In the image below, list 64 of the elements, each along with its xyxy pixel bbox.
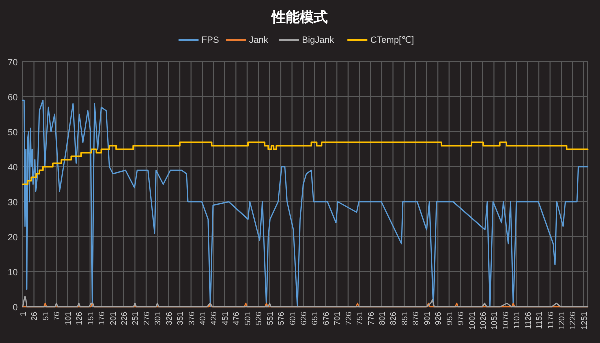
y-tick-label: 0 (12, 302, 18, 312)
x-tick-label: 751 (356, 311, 365, 326)
x-tick-label: 26 (30, 311, 40, 321)
x-tick-label: 626 (299, 311, 308, 326)
x-tick-label: 401 (198, 311, 208, 326)
x-tick-label: 1176 (546, 311, 556, 330)
x-tick-label: 351 (176, 311, 186, 326)
x-tick-label: 701 (333, 311, 342, 326)
x-tick-label: 151 (86, 311, 96, 326)
y-tick-label: 60 (8, 92, 18, 102)
x-tick-label: 951 (445, 311, 454, 326)
y-tick-label: 30 (8, 198, 18, 208)
x-tick-label: 251 (131, 311, 140, 326)
x-tick-label: 451 (220, 311, 230, 326)
x-tick-label: 1126 (524, 311, 533, 330)
x-tick-label: 826 (389, 311, 398, 326)
x-tick-label: 101 (64, 311, 73, 326)
x-tick-label: 776 (366, 311, 376, 326)
legend-label: FPS (202, 35, 220, 45)
x-tick-label: 526 (254, 311, 264, 326)
x-tick-label: 576 (277, 311, 286, 326)
x-tick-label: 1251 (580, 311, 589, 330)
x-tick-label: 501 (243, 311, 252, 326)
y-tick-label: 50 (8, 128, 18, 138)
x-tick-label: 1 (19, 311, 28, 316)
x-tick-label: 176 (98, 311, 107, 326)
x-tick-label: 1001 (468, 311, 477, 330)
x-tick-label: 926 (434, 311, 444, 326)
legend-label: CTemp[℃] (370, 35, 414, 45)
x-tick-label: 676 (322, 311, 331, 326)
y-tick-label: 20 (8, 232, 18, 242)
x-tick-label: 1076 (501, 311, 510, 330)
x-tick-label: 376 (187, 311, 196, 326)
y-tick-label: 70 (8, 58, 18, 68)
x-tick-label: 1026 (478, 311, 488, 330)
chart-title: 性能模式 (271, 9, 328, 25)
x-tick-label: 1201 (558, 311, 567, 330)
x-tick-label: 51 (41, 311, 50, 321)
y-tick-label: 10 (8, 268, 18, 278)
y-tick-label: 40 (8, 162, 18, 172)
x-tick-label: 1051 (490, 311, 500, 330)
x-tick-label: 876 (412, 311, 421, 326)
x-tick-label: 551 (266, 311, 275, 326)
x-tick-label: 601 (288, 311, 298, 326)
x-tick-label: 1151 (535, 311, 544, 330)
x-tick-label: 901 (422, 311, 432, 326)
x-tick-label: 326 (164, 311, 174, 326)
x-tick-label: 976 (456, 311, 466, 326)
legend-label: Jank (249, 35, 269, 45)
x-tick-label: 801 (378, 311, 388, 326)
x-tick-label: 126 (75, 311, 84, 326)
x-tick-label: 476 (232, 311, 242, 326)
x-tick-label: 651 (310, 311, 320, 326)
x-tick-label: 76 (52, 311, 62, 321)
x-tick-label: 226 (120, 311, 129, 326)
x-tick-label: 851 (400, 311, 410, 326)
x-tick-label: 276 (142, 311, 152, 326)
x-tick-label: 201 (108, 311, 118, 326)
legend-label: BigJank (302, 35, 335, 45)
x-tick-label: 1101 (512, 311, 522, 330)
x-tick-label: 301 (154, 311, 163, 326)
x-tick-label: 1226 (568, 311, 578, 330)
x-tick-label: 726 (344, 311, 354, 326)
x-tick-label: 426 (210, 311, 219, 326)
